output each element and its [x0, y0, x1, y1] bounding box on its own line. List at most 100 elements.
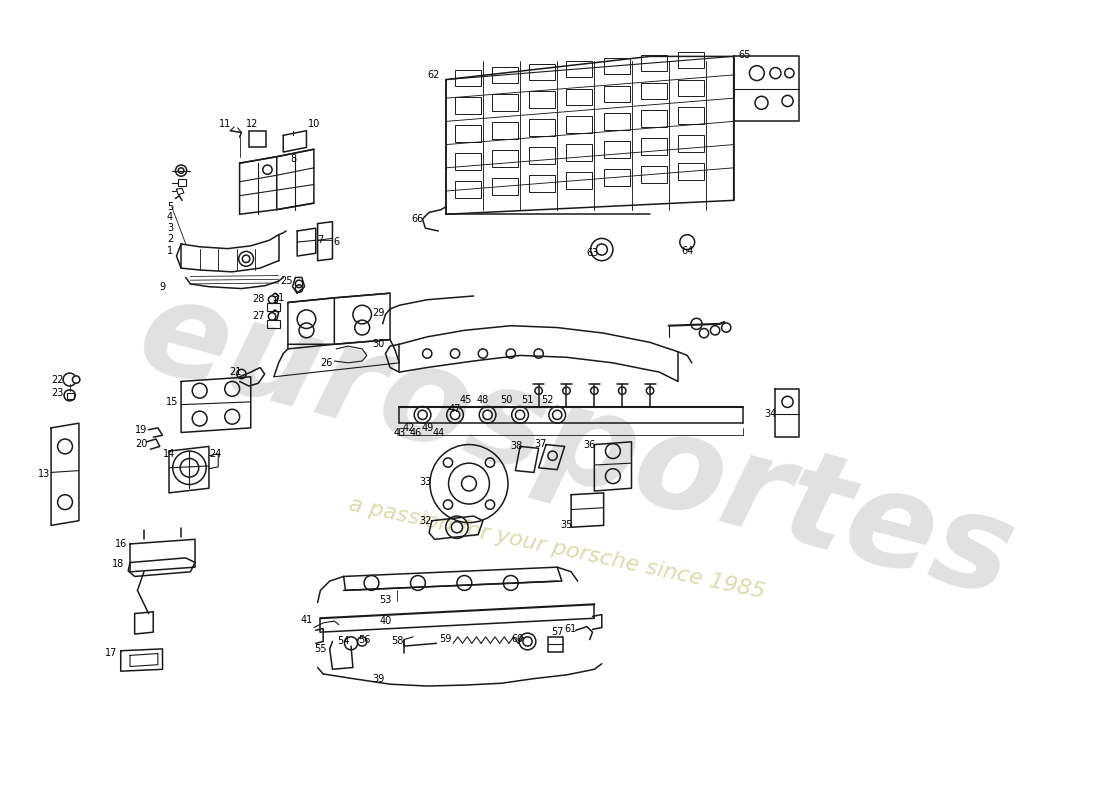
Text: 13: 13: [37, 470, 50, 479]
Bar: [492, 66, 518, 83]
Text: 54: 54: [338, 637, 350, 646]
Bar: [641, 82, 667, 99]
Text: 52: 52: [541, 395, 554, 405]
Bar: [566, 172, 593, 189]
Text: 61: 61: [564, 624, 576, 634]
Text: 2: 2: [167, 234, 173, 244]
Text: 36: 36: [584, 439, 596, 450]
Text: 14: 14: [163, 449, 175, 459]
Text: 47: 47: [449, 404, 461, 414]
Bar: [492, 122, 518, 139]
Text: 9: 9: [160, 282, 166, 292]
Text: 26: 26: [321, 358, 333, 368]
Text: 16: 16: [114, 539, 126, 549]
Text: 58: 58: [392, 637, 404, 646]
Text: 29: 29: [373, 308, 385, 318]
Bar: [529, 147, 556, 164]
Text: 63: 63: [586, 248, 598, 258]
Text: 25: 25: [279, 276, 293, 286]
Bar: [455, 126, 481, 142]
Text: 18: 18: [112, 559, 124, 570]
Text: 64: 64: [681, 246, 693, 257]
Text: 5: 5: [167, 202, 173, 212]
Text: 30: 30: [373, 339, 385, 350]
Text: 33: 33: [419, 477, 431, 486]
Bar: [678, 80, 704, 96]
Text: 15: 15: [166, 397, 178, 407]
Text: 22: 22: [52, 374, 64, 385]
Text: 37: 37: [535, 438, 547, 449]
Bar: [678, 135, 704, 152]
Bar: [604, 169, 629, 186]
Bar: [678, 52, 704, 69]
Text: 6: 6: [333, 237, 339, 247]
Text: 4: 4: [167, 212, 173, 222]
Bar: [455, 98, 481, 114]
Bar: [566, 144, 593, 161]
Text: 41: 41: [300, 615, 312, 625]
Text: 55: 55: [315, 644, 327, 654]
Text: 62: 62: [428, 70, 440, 80]
Text: 44: 44: [432, 427, 444, 438]
Text: 60: 60: [512, 634, 524, 644]
Text: 43: 43: [393, 427, 406, 438]
Text: 31: 31: [273, 293, 285, 303]
Text: 1: 1: [167, 246, 173, 257]
Text: 40: 40: [379, 616, 392, 626]
Bar: [678, 163, 704, 180]
Bar: [267, 320, 280, 327]
Text: 24: 24: [209, 449, 221, 459]
Circle shape: [268, 296, 276, 303]
Bar: [548, 637, 563, 652]
Bar: [641, 110, 667, 127]
Bar: [641, 138, 667, 155]
Bar: [604, 142, 629, 158]
Text: 45: 45: [460, 395, 472, 405]
Text: 38: 38: [510, 442, 522, 451]
Bar: [492, 178, 518, 194]
Text: 59: 59: [440, 634, 452, 644]
Text: eurosportes: eurosportes: [125, 269, 1026, 624]
Bar: [529, 175, 556, 192]
Bar: [641, 166, 667, 183]
Text: 11: 11: [219, 119, 231, 129]
Text: a passion for your porsche since 1985: a passion for your porsche since 1985: [348, 494, 767, 602]
Bar: [678, 107, 704, 124]
Bar: [566, 61, 593, 78]
Text: 50: 50: [499, 395, 513, 405]
Text: 34: 34: [764, 409, 777, 419]
Bar: [492, 94, 518, 111]
Bar: [249, 130, 265, 147]
Text: 65: 65: [738, 50, 751, 59]
Text: 49: 49: [421, 423, 433, 433]
Bar: [67, 394, 75, 399]
Text: 51: 51: [521, 395, 534, 405]
Text: 57: 57: [551, 627, 563, 637]
Bar: [178, 179, 186, 186]
Text: 17: 17: [106, 648, 118, 658]
Bar: [529, 119, 556, 136]
Bar: [455, 153, 481, 170]
Bar: [267, 303, 280, 311]
Text: 35: 35: [560, 520, 573, 530]
Text: 8: 8: [290, 154, 297, 163]
Circle shape: [516, 410, 525, 419]
Bar: [529, 91, 556, 108]
Bar: [529, 64, 556, 80]
Text: 10: 10: [308, 119, 320, 129]
Text: 19: 19: [135, 425, 147, 434]
Text: 39: 39: [373, 674, 385, 684]
Bar: [604, 114, 629, 130]
Text: 23: 23: [52, 389, 64, 398]
Text: 20: 20: [135, 438, 147, 449]
Bar: [566, 89, 593, 106]
Bar: [604, 86, 629, 102]
Bar: [641, 54, 667, 71]
Text: 48: 48: [476, 395, 490, 405]
Text: 56: 56: [358, 634, 371, 645]
Text: 46: 46: [410, 427, 422, 438]
Text: 21: 21: [230, 367, 242, 377]
Circle shape: [552, 410, 562, 419]
Text: 12: 12: [246, 119, 258, 129]
Bar: [604, 58, 629, 74]
